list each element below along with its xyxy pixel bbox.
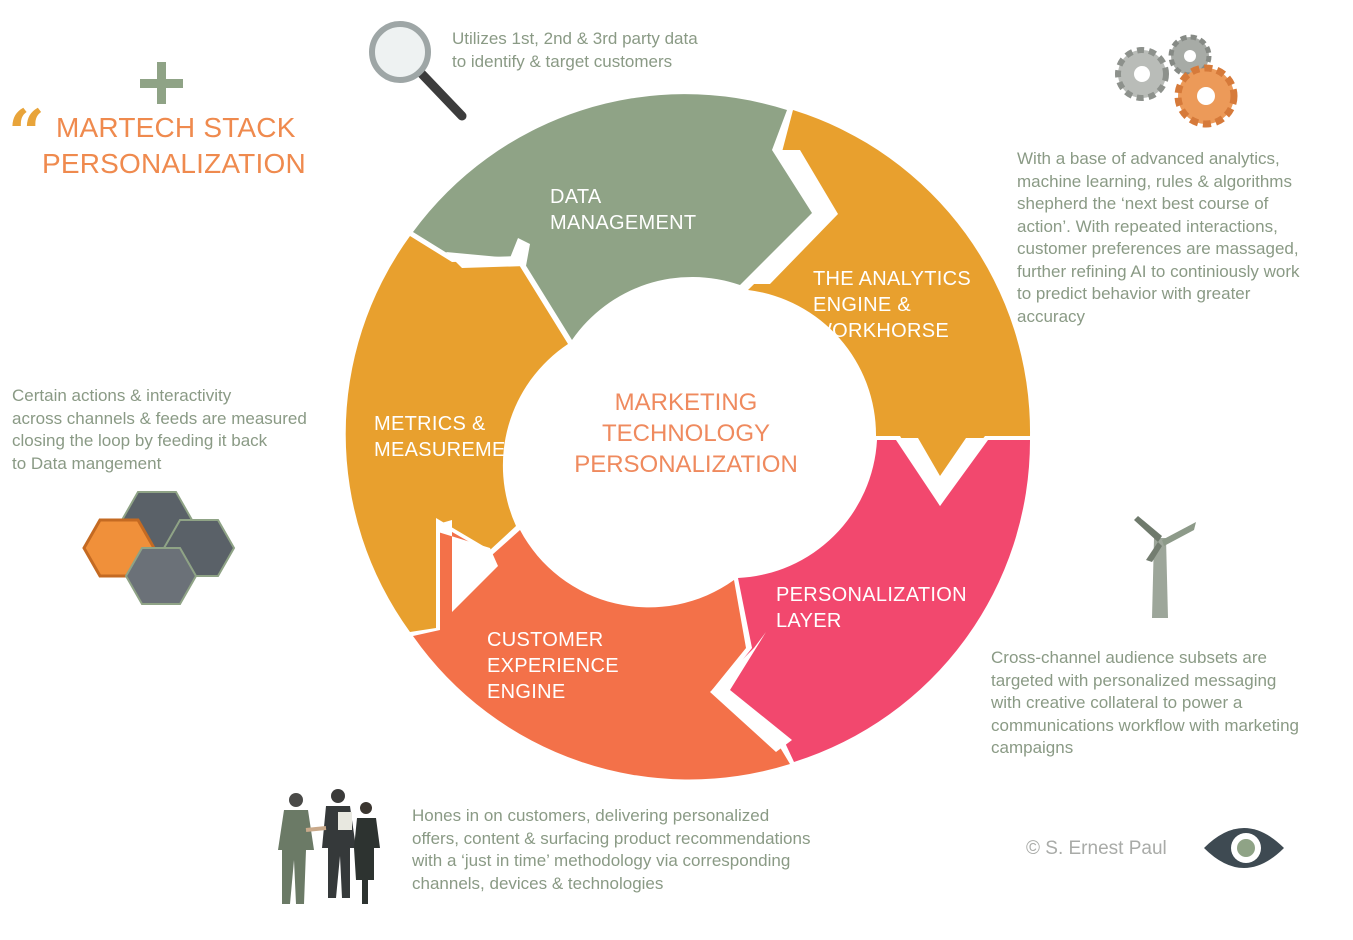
note-line: Hones in on customers, delivering person… [412, 806, 770, 825]
note-line: Cross-channel audience subsets are [991, 648, 1267, 667]
note-line: With a base of advanced analytics, [1017, 149, 1280, 168]
center-label-line: TECHNOLOGY [601, 420, 771, 447]
hexagons-icon [82, 491, 236, 605]
label-metrics: METRICS & MEASUREMENT [374, 411, 533, 463]
note-personalization: Cross-channel audience subsets are targe… [991, 647, 1299, 760]
center-hole [540, 288, 832, 580]
copyright: © S. Ernest Paul [1026, 838, 1167, 859]
label-data-management: DATA MANAGEMENT [550, 184, 696, 236]
note-line: targeted with personalized messaging [991, 670, 1277, 690]
label-analytics-engine: THE ANALYTICS ENGINE & WORKHORSE [813, 266, 971, 344]
segment-label-line: ENGINE [487, 681, 566, 703]
note-metrics: Certain actions & interactivity across c… [12, 385, 307, 475]
segment-customer-experience [413, 525, 790, 780]
note-line: channels, devices & technologies [412, 873, 664, 893]
center-label-line: MARKETING [614, 389, 758, 416]
note-line: machine learning, rules & algorithms [1017, 171, 1292, 191]
business-people-icon [278, 789, 380, 904]
plus-icon [140, 62, 183, 104]
note-line: communications workflow with marketing [991, 715, 1299, 735]
segment-data-management [413, 94, 812, 340]
quote-mark-icon: “ [8, 96, 45, 171]
note-line: across channels & feeds are measured [12, 408, 307, 428]
magnifier-icon [369, 21, 467, 121]
note-line: to predict behavior with greater [1017, 284, 1251, 303]
arrow-chevron-5 [446, 238, 530, 268]
note-line: Utilizes 1st, 2nd & 3rd party data [452, 29, 698, 48]
segment-label-line: WORKHORSE [813, 320, 950, 342]
arrow-chevron-2 [898, 438, 986, 506]
note-line: customer preferences are massaged, [1017, 239, 1299, 258]
eye-logo-icon [1204, 828, 1284, 868]
title-line-2: PERSONALIZATION [42, 148, 306, 179]
title-line-1: MARTECH STACK [56, 112, 296, 143]
note-line: Certain actions & interactivity [12, 386, 232, 405]
segment-label-line: ENGINE & [813, 294, 911, 316]
note-analytics: With a base of advanced analytics, machi… [1017, 148, 1300, 328]
note-line: offers, content & surfacing product reco… [412, 828, 811, 848]
segment-label-line: METRICS & [374, 413, 486, 435]
note-line: shepherd the ‘next best course of [1017, 194, 1269, 213]
segment-metrics [345, 236, 568, 632]
segment-label-line: CUSTOMER [487, 629, 604, 651]
note-data: Utilizes 1st, 2nd & 3rd party data to id… [452, 28, 698, 73]
gears-icon [1115, 34, 1238, 128]
segment-label-line: LAYER [776, 610, 842, 632]
note-line: with creative collateral to power a [991, 693, 1243, 712]
note-line: to Data mangement [12, 453, 162, 473]
arrow-chevron-3 [710, 632, 792, 752]
arrow-chevron-4 [438, 520, 498, 612]
wind-turbine-icon [1134, 516, 1196, 618]
note-line: accuracy [1017, 306, 1086, 326]
label-customer-experience: CUSTOMER EXPERIENCE ENGINE [487, 627, 619, 705]
note-customer: Hones in on customers, delivering person… [412, 805, 810, 895]
note-line: action’. With repeated interactions, [1017, 216, 1278, 236]
note-line: with a ‘just in time’ methodology via co… [412, 851, 791, 870]
label-personalization-layer: PERSONALIZATION LAYER [776, 582, 967, 634]
center-label-line: PERSONALIZATION [574, 451, 798, 478]
segment-personalization-layer [720, 440, 1031, 762]
note-line: closing the loop by feeding it back [12, 431, 268, 450]
note-line: further refining AI to continiously work [1017, 261, 1300, 281]
arrow-chevron-1 [750, 150, 838, 284]
note-line: to identify & target customers [452, 51, 673, 71]
segment-label-line: EXPERIENCE [487, 655, 619, 677]
center-label: MARKETING TECHNOLOGY PERSONALIZATION [566, 387, 806, 480]
segment-label-line: MEASUREMENT [374, 439, 533, 461]
segment-label-line: MANAGEMENT [550, 212, 697, 234]
note-line: campaigns [991, 738, 1074, 757]
segment-label-line: DATA [550, 186, 602, 208]
segment-label-line: THE ANALYTICS [813, 268, 972, 290]
segment-label-line: PERSONALIZATION [776, 584, 967, 606]
